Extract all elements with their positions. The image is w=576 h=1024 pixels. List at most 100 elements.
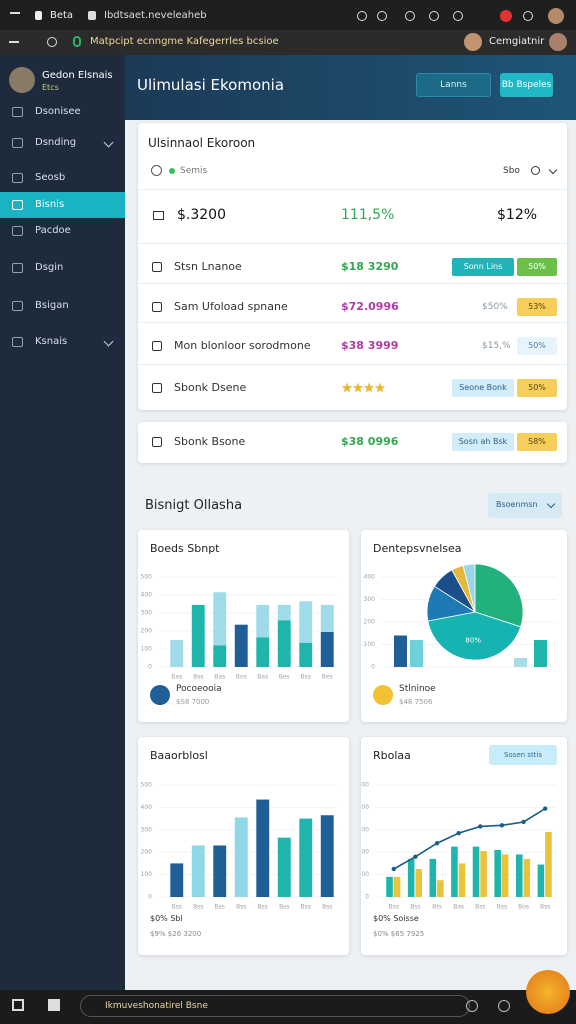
chart-title: Baaorblosl [150, 749, 208, 762]
star [363, 382, 375, 393]
x-tick-label: Bos [236, 674, 247, 681]
y-tick-label: 300 [364, 596, 376, 603]
menu-item[interactable]: Seosb [35, 172, 66, 183]
chart: 0 100 200 300 400 500 Bss Bss Bts Bas Bss Bss Bos Bss [361, 782, 556, 911]
row-label: Sam Ufoload spnane [174, 300, 288, 313]
menu-icon[interactable] [12, 173, 23, 183]
y-tick-label: 200 [141, 628, 153, 635]
y-tick-label: 100 [141, 871, 153, 878]
bar [320, 604, 334, 632]
profile-name[interactable]: Cemgiatnir [489, 36, 545, 47]
menu-icon[interactable] [12, 107, 23, 117]
menu-dot[interactable] [429, 11, 439, 21]
menu-dot[interactable] [405, 11, 415, 21]
x-tick-label: Bss [301, 904, 311, 911]
chevron[interactable] [103, 336, 114, 347]
row-amount: $38 3999 [341, 339, 399, 352]
profile-avatar[interactable] [549, 33, 567, 51]
bar [514, 658, 527, 667]
profile-avatar[interactable] [548, 8, 564, 24]
reload-button[interactable] [47, 37, 57, 47]
footer-title: $0% Sbl [150, 914, 183, 923]
y-tick-label: 400 [361, 804, 369, 811]
line [393, 807, 546, 870]
back-icon[interactable] [10, 12, 20, 14]
menu-dot[interactable] [453, 11, 463, 21]
notification-badge[interactable] [500, 10, 512, 22]
divider [138, 189, 567, 190]
footer-value: $0% $65 7925 [373, 930, 425, 938]
divider [138, 364, 567, 365]
y-tick-label: 0 [148, 894, 152, 901]
profile-avatar[interactable] [464, 33, 482, 51]
bar [458, 863, 466, 897]
tab-label[interactable]: Beta [50, 10, 74, 21]
card-option[interactable]: Sbo [503, 166, 520, 176]
home-icon[interactable] [48, 999, 60, 1011]
total-value: 111,5% [341, 207, 395, 223]
start-icon[interactable] [12, 999, 24, 1011]
menu-item[interactable]: Dsgin [35, 262, 64, 273]
x-tick-label: Bss [258, 904, 268, 911]
menu-item[interactable]: Bsigan [35, 300, 69, 311]
taskbar-text[interactable]: Ikmuveshonatirel Bsne [105, 1001, 208, 1011]
menu-item[interactable]: Dsonisee [35, 106, 81, 117]
bar [213, 845, 227, 897]
header-button[interactable]: Bb Bspeles [500, 73, 553, 97]
menu-icon[interactable] [12, 301, 23, 311]
menu-icon[interactable] [12, 226, 23, 236]
url-text[interactable]: Matpcipt ecnngme Kafegerrles bcsioe [90, 36, 279, 47]
line-point [391, 866, 397, 872]
y-tick-label: 100 [361, 871, 369, 878]
chart-card: Rbolaa 0 100 200 300 400 500 Bss Bss Bts Bas Bss Bss… [361, 737, 567, 955]
x-tick-label: Bes [279, 674, 290, 681]
y-tick-label: 0 [365, 894, 369, 901]
bar [501, 854, 509, 897]
menu-item[interactable]: Bisnis [35, 199, 65, 210]
bar [299, 818, 313, 897]
section-button-label[interactable]: Bsoenmsn [496, 500, 538, 509]
back-button[interactable] [9, 41, 19, 43]
x-tick-label: Bts [432, 904, 442, 911]
pie-slice [462, 563, 476, 613]
menu-icon[interactable] [12, 263, 23, 273]
ext-icon[interactable] [357, 11, 367, 21]
menu-dot[interactable] [523, 11, 533, 21]
bar [191, 845, 205, 897]
menu-item[interactable]: Pacdoe [35, 225, 71, 236]
line-point [434, 841, 440, 846]
star-icon[interactable] [377, 11, 387, 21]
menu-icon[interactable] [12, 200, 23, 210]
tab-icon[interactable] [35, 11, 42, 20]
menu-active-bg [0, 192, 125, 218]
x-tick-label: Bes [322, 674, 333, 681]
x-tick-label: Bss [236, 904, 246, 911]
bar [537, 864, 545, 897]
total-value: $12% [497, 207, 538, 223]
chart-button[interactable]: Sosen sttis [489, 745, 557, 765]
menu-icon[interactable] [12, 138, 23, 148]
assistant-button[interactable] [526, 970, 570, 1014]
menu-item[interactable]: Dsnding [35, 137, 77, 148]
search-icon[interactable] [531, 166, 540, 175]
x-tick-label: Bos [518, 904, 529, 911]
section-button[interactable]: Bsoenmsn [488, 493, 562, 518]
x-tick-label: Bss [410, 904, 420, 911]
header-button[interactable]: Lanns [416, 73, 491, 97]
row-label: Sbonk Bsone [174, 435, 246, 448]
tray-icon[interactable] [466, 1000, 478, 1012]
x-tick-label: Bas [453, 904, 464, 911]
y-tick-label: 400 [141, 804, 153, 811]
tab-title[interactable]: Ibdtsaet.neveleaheb [104, 10, 207, 21]
chevron[interactable] [548, 165, 558, 175]
bar [534, 640, 547, 667]
x-tick-label: Bss [497, 904, 507, 911]
x-tick-label: Bss [475, 904, 485, 911]
y-tick-label: 100 [141, 646, 153, 653]
menu-icon[interactable] [12, 337, 23, 347]
menu-item[interactable]: Ksnais [35, 336, 68, 347]
chevron[interactable] [103, 137, 114, 148]
bar [277, 620, 291, 667]
tray-icon[interactable] [498, 1000, 510, 1012]
